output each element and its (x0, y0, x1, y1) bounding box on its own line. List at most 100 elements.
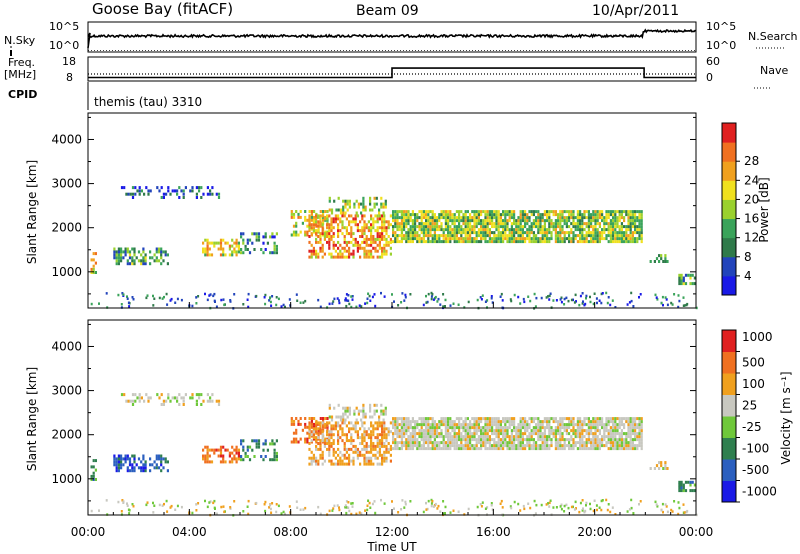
velocity-echo-cell (431, 432, 434, 436)
velocity-echo-cell (585, 417, 588, 421)
velocity-echo-cell (315, 456, 318, 460)
velocity-echo-cell (235, 448, 238, 452)
power-echo-cell (524, 213, 527, 217)
power-echo-cell (506, 240, 509, 244)
velocity-echo-cell (557, 444, 560, 448)
velocity-echo-cell (321, 430, 324, 434)
power-echo-cell (350, 235, 353, 238)
velocity-echo-cell (469, 435, 472, 439)
power-echo-cell (372, 235, 375, 238)
velocity-ground-cell (581, 499, 584, 502)
power-echo-cell (334, 217, 337, 221)
velocity-echo-cell (383, 430, 386, 434)
power-echo-cell (345, 249, 348, 253)
power-ground-cell (517, 295, 520, 299)
velocity-echo-cell (510, 420, 513, 424)
velocity-echo-cell (363, 433, 366, 437)
power-echo-cell (378, 226, 381, 230)
power-echo-cell (653, 260, 656, 263)
velocity-echo-cell (137, 457, 141, 461)
velocity-echo-cell (339, 415, 343, 419)
power-echo-cell (310, 215, 313, 219)
power-ground-cell (282, 303, 285, 307)
velocity-ground-cell (158, 503, 161, 507)
power-ground-cell (328, 302, 331, 306)
power-echo-cell (689, 276, 692, 280)
velocity-ground-cell (555, 506, 558, 509)
power-echo-cell (640, 237, 643, 241)
power-echo-cell (242, 238, 245, 242)
velocity-echo-cell (411, 429, 414, 433)
velocity-echo-cell (482, 432, 485, 436)
power-echo-cell (482, 237, 485, 241)
power-echo-cell (499, 240, 502, 244)
power-echo-cell (208, 253, 211, 257)
velocity-echo-cell (473, 447, 476, 451)
velocity-echo-cell (532, 420, 535, 424)
velocity-echo-cell (532, 447, 535, 451)
velocity-echo-cell (684, 480, 688, 484)
velocity-echo-cell (411, 417, 414, 421)
power-echo-cell (339, 220, 342, 224)
velocity-echo-cell (464, 444, 467, 448)
power-echo-cell (162, 259, 165, 263)
velocity-echo-cell (581, 447, 584, 451)
power-echo-cell (389, 214, 392, 218)
velocity-echo-cell (369, 403, 372, 407)
velocity-ground-cell (427, 499, 430, 503)
power-echo-cell (526, 228, 529, 232)
nsky-panel-frame (87, 21, 697, 53)
velocity-echo-cell (394, 420, 397, 424)
power-echo-cell (640, 228, 643, 232)
power-echo-cell (337, 226, 340, 230)
velocity-echo-cell (565, 417, 568, 421)
power-echo-cell (326, 223, 329, 227)
velocity-echo-cell (451, 435, 454, 439)
velocity-echo-cell (583, 417, 586, 421)
power-ground-cell (350, 295, 353, 298)
power-echo-cell (453, 231, 456, 235)
power-echo-cell (563, 219, 566, 223)
power-echo-cell (362, 208, 365, 212)
power-ground-cell (593, 292, 596, 295)
power-echo-cell (442, 210, 445, 214)
power-echo-cell (310, 210, 313, 213)
velocity-ground-cell (449, 511, 452, 514)
power-echo-cell (521, 237, 524, 241)
velocity-echo-cell (477, 441, 480, 445)
power-echo-cell (537, 213, 540, 217)
power-ground-cell (373, 293, 376, 296)
velocity-echo-cell (475, 438, 478, 442)
x-tick-label: 00:00 (679, 525, 714, 539)
power-echo-cell (530, 213, 533, 217)
velocity-echo-cell (142, 469, 145, 473)
power-echo-cell (444, 234, 447, 238)
velocity-echo-cell (405, 432, 408, 436)
power-echo-cell (508, 240, 511, 244)
power-ground-cell (567, 299, 570, 303)
velocity-echo-cell (598, 420, 601, 424)
velocity-echo-cell (429, 426, 432, 430)
velocity-echo-cell (396, 423, 399, 427)
velocity-ground-cell (655, 503, 658, 506)
power-echo-cell (365, 249, 368, 253)
velocity-echo-cell (541, 438, 544, 442)
velocity-echo-cell (603, 429, 606, 433)
velocity-echo-cell (462, 447, 465, 451)
power-echo-cell (359, 255, 362, 259)
velocity-echo-cell (431, 420, 434, 424)
power-echo-cell (381, 214, 384, 218)
velocity-echo-cell (561, 417, 564, 421)
power-echo-cell (455, 237, 458, 241)
power-echo-cell (662, 260, 665, 263)
velocity-echo-cell (374, 427, 377, 431)
power-echo-cell (587, 210, 590, 214)
velocity-ground-cell (206, 505, 209, 509)
power-echo-cell (321, 229, 324, 233)
power-echo-cell (449, 228, 452, 232)
power-echo-cell (407, 213, 410, 217)
velocity-echo-cell (519, 447, 522, 451)
velocity-echo-cell (206, 454, 209, 458)
power-echo-cell (407, 237, 410, 241)
velocity-echo-cell (482, 441, 485, 445)
